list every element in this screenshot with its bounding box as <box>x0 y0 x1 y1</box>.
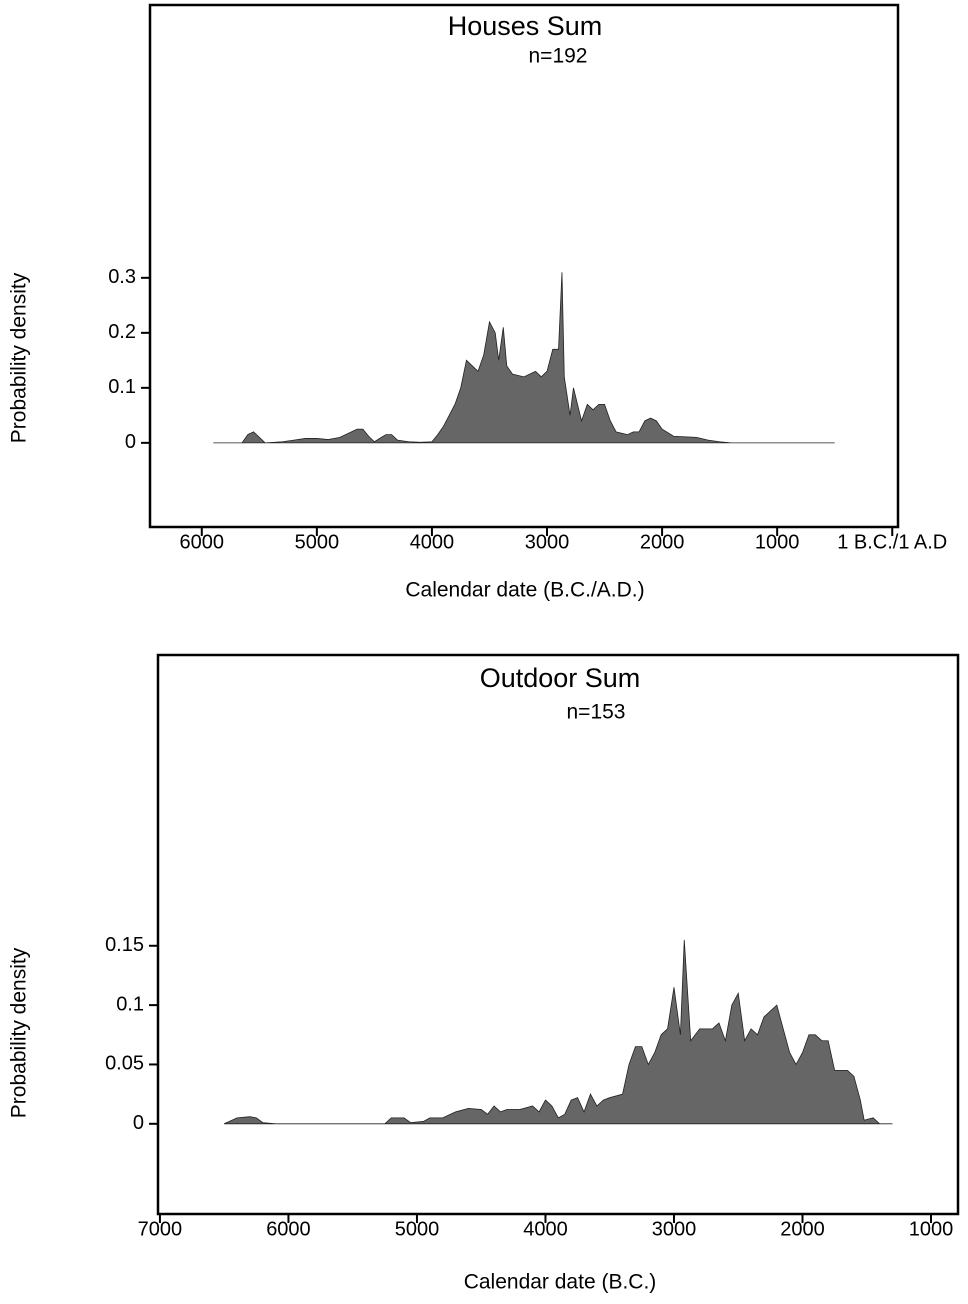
y-tick-label: 0.1 <box>108 376 136 398</box>
y-tick-label: 0.2 <box>108 321 136 343</box>
x-tick-label: 5000 <box>395 1218 440 1240</box>
y-tick-label: 0.1 <box>116 993 144 1015</box>
chart-title: Houses Sum <box>448 11 603 41</box>
x-tick-label: 3000 <box>525 531 570 553</box>
y-axis-label: Probability density <box>8 947 31 1118</box>
x-tick-label: 5000 <box>295 531 340 553</box>
x-axis-label: Calendar date (B.C./A.D.) <box>405 579 644 602</box>
x-tick-label: 3000 <box>652 1218 697 1240</box>
chart-panel: 7000 6000 5000 4000 3000 2000 1000 0 0.05 0.1 0.15… <box>8 653 960 1294</box>
chart-title: Outdoor Sum <box>480 663 641 693</box>
x-tick-label: 1000 <box>755 531 800 553</box>
x-tick-label: 6000 <box>266 1218 311 1240</box>
x-tick-label: 1 B.C./1 A.D <box>837 531 947 553</box>
x-tick-label: 2000 <box>780 1218 825 1240</box>
y-tick-label: 0 <box>133 1112 144 1134</box>
x-tick-label: 4000 <box>410 531 455 553</box>
sample-size: n=153 <box>567 701 626 724</box>
y-tick-label: 0 <box>125 431 136 453</box>
plot-frame <box>156 653 960 1216</box>
y-tick-label: 0.05 <box>105 1053 144 1075</box>
x-tick-label: 6000 <box>180 531 225 553</box>
x-tick-label: 1000 <box>909 1218 954 1240</box>
y-axis-label: Probability density <box>8 272 31 443</box>
y-tick-label: 0.3 <box>108 266 136 288</box>
density-area <box>224 939 893 1125</box>
sample-size: n=192 <box>529 45 588 68</box>
plot-frame <box>148 3 900 529</box>
chart-panel: 6000 5000 4000 3000 2000 1000 1 B.C./1 A.D 0 0.1… <box>8 3 947 602</box>
x-tick-label: 4000 <box>523 1218 568 1240</box>
x-tick-label: 7000 <box>138 1218 183 1240</box>
y-tick-label: 0.15 <box>105 934 144 956</box>
density-area <box>213 272 835 444</box>
x-tick-label: 2000 <box>640 531 685 553</box>
x-axis-label: Calendar date (B.C.) <box>464 1271 657 1294</box>
